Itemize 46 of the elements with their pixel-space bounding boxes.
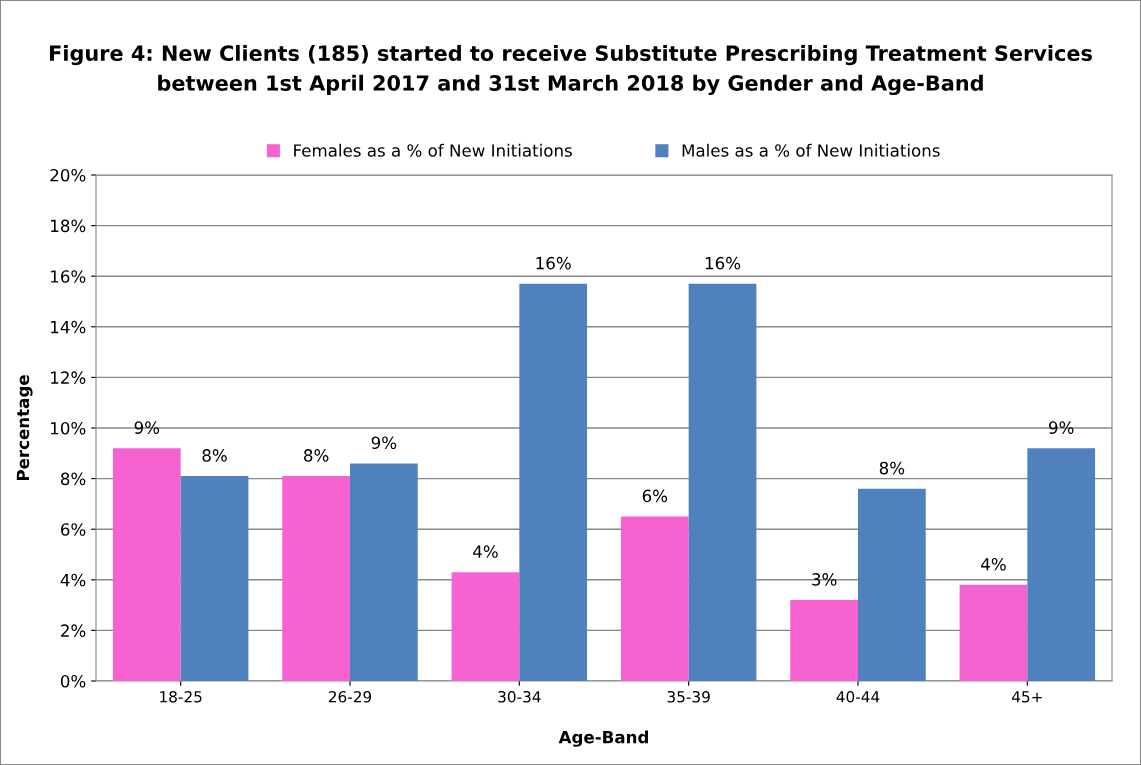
data-label: 16% [536, 256, 571, 270]
bar [112, 448, 181, 681]
y-tick-label: 12% [51, 371, 86, 384]
y-tick-label: 20% [50, 168, 86, 182]
bar [858, 488, 926, 681]
x-tick-label: 35-39 [667, 690, 710, 703]
y-tick-label: 10% [51, 421, 86, 435]
data-label: 9% [134, 421, 160, 434]
bar [1027, 448, 1096, 681]
legend-label: Males as a % of New Initiations [682, 143, 940, 157]
bar [959, 584, 1028, 681]
y-tick-label: 8% [60, 472, 86, 486]
bar [790, 600, 858, 681]
data-label: 8% [879, 461, 905, 475]
y-tick-label: 16% [51, 270, 86, 283]
data-label: 9% [371, 436, 397, 450]
data-label: 6% [642, 489, 668, 503]
x-tick-label: 18-25 [160, 690, 202, 703]
bar [451, 572, 520, 681]
bar [282, 476, 350, 681]
y-axis-title: Percentage [16, 375, 33, 481]
data-label: 8% [304, 449, 329, 462]
x-tick-label: 40-44 [836, 690, 880, 703]
bar [519, 283, 588, 681]
y-tick-label: 2% [61, 624, 86, 637]
y-tick-label: 18% [51, 219, 86, 233]
y-tick-label: 4% [60, 573, 86, 587]
bar [180, 476, 249, 681]
y-tick-label: 0% [60, 674, 86, 688]
data-label: 4% [473, 545, 498, 558]
data-label: 3% [812, 573, 837, 586]
data-label: 16% [705, 256, 741, 270]
y-tick-label: 14% [51, 320, 86, 334]
x-tick-label: 45+ [1011, 691, 1042, 703]
data-label: 9% [1049, 421, 1074, 434]
x-tick-label: 30-34 [498, 690, 541, 703]
bar [620, 516, 689, 681]
bar [350, 463, 418, 681]
data-label: 8% [202, 449, 227, 462]
legend-label: Females as a % of New Initiations [294, 143, 572, 157]
x-tick-label: 26-29 [328, 690, 372, 703]
bar [688, 283, 757, 681]
y-tick-label: 6% [61, 523, 86, 536]
data-label: 4% [981, 557, 1006, 571]
x-axis-title: Age-Band [558, 730, 648, 747]
chart-title: Figure 4: New Clients (185) started to receive Substitute Prescribing Treatment Services between 1st April 2017 and 31st March 2018 by Gender and Age-Band [50, 44, 1092, 96]
